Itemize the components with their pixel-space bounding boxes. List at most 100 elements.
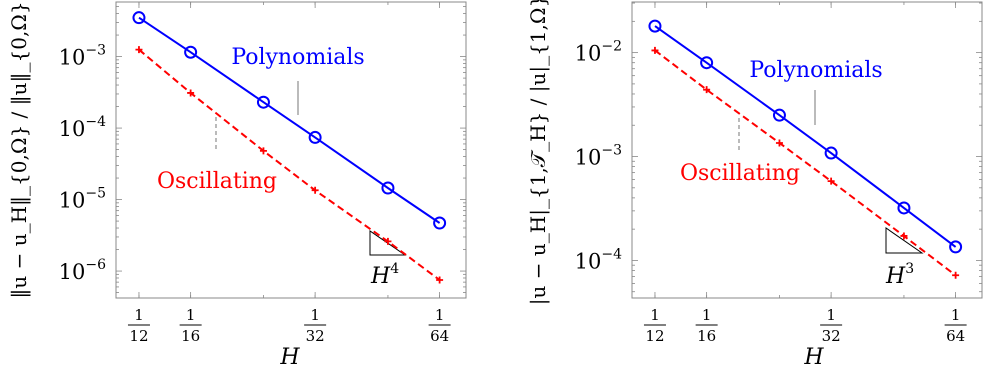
y-tick-label: 10−3: [575, 143, 622, 170]
y-tick-base: 10: [59, 117, 86, 141]
x-axis-label: H: [279, 345, 300, 370]
series-label-oscillating: Oscillating: [157, 169, 277, 194]
slope-triangle: [885, 227, 924, 254]
slope-label-base: H: [370, 264, 391, 289]
data-point: [651, 46, 659, 54]
y-tick-base: 10: [575, 249, 602, 273]
data-point: [187, 89, 195, 97]
x-tick-label: 164: [944, 306, 967, 345]
data-point: [184, 45, 198, 59]
series-layer: [132, 11, 447, 284]
y-tick-base: 10: [59, 260, 86, 284]
data-point: [135, 46, 143, 54]
chart-left: Polynomials Oscillating H4 112116132164 …: [7, 1, 467, 370]
data-point: [900, 232, 908, 240]
data-point: [700, 56, 714, 70]
x-axis-label: H: [803, 345, 824, 370]
y-tick-base: 10: [575, 146, 602, 170]
y-tick-base: 10: [575, 42, 602, 66]
slope-label-exponent: 4: [390, 261, 399, 277]
x-tick-label: 112: [643, 306, 666, 345]
y-tick-label: 10−4: [575, 246, 622, 273]
x-tick-numerator: 1: [186, 306, 196, 324]
series-line-oscillating: [138, 48, 441, 281]
axis-ticks: [116, 2, 466, 298]
x-tick-denominator: 32: [306, 327, 325, 345]
y-axis-label: ‖u − u_H‖_{0,Ω} / ‖u‖_{0,Ω}: [7, 1, 32, 298]
x-tick-label: 132: [304, 306, 327, 345]
data-point: [952, 271, 960, 279]
x-tick-denominator: 12: [129, 327, 148, 345]
y-tick-exponent: −6: [85, 257, 106, 273]
data-point: [311, 186, 319, 194]
data-point: [384, 237, 392, 245]
data-point: [256, 95, 270, 109]
x-tick-denominator: 64: [946, 327, 965, 345]
y-tick-label: 10−2: [575, 39, 622, 66]
y-tick-labels: 10−210−310−4: [575, 39, 622, 274]
series-layer: [648, 19, 963, 279]
data-point: [436, 276, 444, 284]
x-tick-label: 116: [695, 306, 718, 345]
data-point: [381, 181, 395, 195]
slope-label: H3: [885, 261, 914, 289]
data-point: [648, 19, 662, 33]
data-point: [259, 147, 267, 155]
data-point: [824, 146, 838, 160]
slope-label: H4: [370, 261, 399, 289]
x-tick-denominator: 32: [822, 327, 841, 345]
series-line-polynomials: [138, 16, 441, 224]
y-tick-base: 10: [59, 189, 86, 213]
y-tick-exponent: −4: [601, 246, 622, 262]
data-point: [775, 139, 783, 147]
y-tick-label: 10−6: [59, 257, 106, 284]
data-point: [897, 201, 911, 215]
x-tick-label: 112: [127, 306, 150, 345]
y-tick-exponent: −4: [85, 114, 106, 130]
y-tick-exponent: −2: [601, 39, 622, 55]
x-tick-numerator: 1: [702, 306, 712, 324]
series-label-oscillating: Oscillating: [680, 161, 800, 186]
x-tick-numerator: 1: [650, 306, 660, 324]
x-tick-numerator: 1: [435, 306, 445, 324]
data-point: [433, 216, 447, 230]
x-tick-label: 164: [428, 306, 451, 345]
x-tick-numerator: 1: [310, 306, 320, 324]
plot-frame: [115, 1, 467, 299]
series-label-polynomials: Polynomials: [231, 45, 364, 70]
x-tick-numerator: 1: [134, 306, 144, 324]
y-tick-label: 10−4: [59, 114, 106, 141]
x-tick-denominator: 12: [645, 327, 664, 345]
y-tick-base: 10: [59, 46, 86, 70]
data-point: [949, 240, 963, 254]
y-tick-exponent: −3: [85, 43, 106, 59]
x-tick-denominator: 64: [430, 327, 449, 345]
x-tick-numerator: 1: [826, 306, 836, 324]
annotations: Polynomials Oscillating H4: [157, 45, 407, 289]
y-tick-exponent: −5: [85, 186, 106, 202]
plot-frame: [631, 1, 983, 299]
y-tick-label: 10−5: [59, 186, 106, 213]
axis-ticks: [632, 2, 982, 298]
data-point: [132, 11, 146, 25]
slope-label-base: H: [885, 264, 906, 289]
x-tick-label: 132: [820, 306, 843, 345]
y-tick-exponent: −3: [601, 143, 622, 159]
chart-right: Polynomials Oscillating H3 112116132164 …: [526, 0, 983, 370]
y-axis-label: |u − u_H|_{1,𝒯_H} / |u|_{1,Ω}: [526, 0, 551, 305]
slope-label-exponent: 3: [905, 261, 914, 277]
x-tick-numerator: 1: [951, 306, 961, 324]
annotations: Polynomials Oscillating H3: [680, 58, 924, 289]
data-point: [772, 108, 786, 122]
x-tick-denominator: 16: [697, 327, 716, 345]
series-label-polynomials: Polynomials: [749, 58, 882, 83]
x-tick-denominator: 16: [181, 327, 200, 345]
series-line-polynomials: [654, 25, 957, 248]
data-point: [827, 177, 835, 185]
y-tick-labels: 10−310−410−510−6: [59, 43, 106, 284]
y-tick-label: 10−3: [59, 43, 106, 70]
data-point: [703, 86, 711, 94]
